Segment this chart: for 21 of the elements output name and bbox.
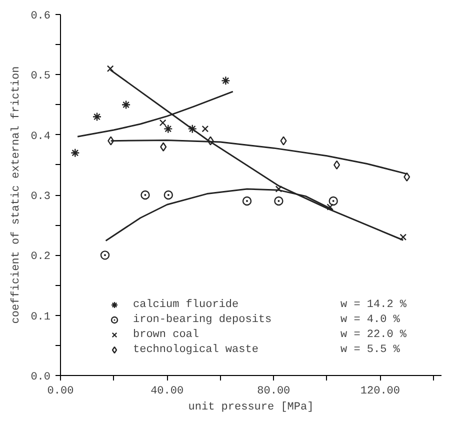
annotation: w = 14.2 % bbox=[340, 299, 407, 311]
y-tick-label: 0.0 bbox=[30, 372, 51, 384]
y-tick-label: 0.3 bbox=[30, 191, 51, 203]
annotation: w = 4.0 % bbox=[340, 314, 400, 326]
legend-label: iron-bearing deposits bbox=[133, 312, 272, 327]
y-tick-label: 0.6 bbox=[30, 10, 51, 22]
legend-label: brown coal bbox=[133, 328, 200, 342]
x-tick-label: 120.00 bbox=[360, 386, 400, 398]
x-tick-label: 80.00 bbox=[257, 386, 290, 398]
x-tick-label: 0.00 bbox=[47, 386, 74, 398]
y-tick-label: 0.2 bbox=[30, 251, 51, 264]
y-tick-label: 0.5 bbox=[30, 70, 51, 83]
y-tick-label: 0.4 bbox=[30, 130, 51, 143]
annotation: w = 22.0 % bbox=[340, 329, 407, 341]
x-tick-label: 40.00 bbox=[150, 386, 184, 398]
legend-label: technological waste bbox=[133, 342, 258, 357]
y-axis-title: coefficient of static external friction bbox=[10, 66, 23, 324]
annotation: w = 5.5 % bbox=[340, 344, 400, 356]
y-tick-label: 0.1 bbox=[30, 311, 51, 324]
legend-label: calcium fluoride bbox=[133, 298, 239, 312]
x-axis-title: unit pressure [MPa] bbox=[188, 402, 314, 414]
